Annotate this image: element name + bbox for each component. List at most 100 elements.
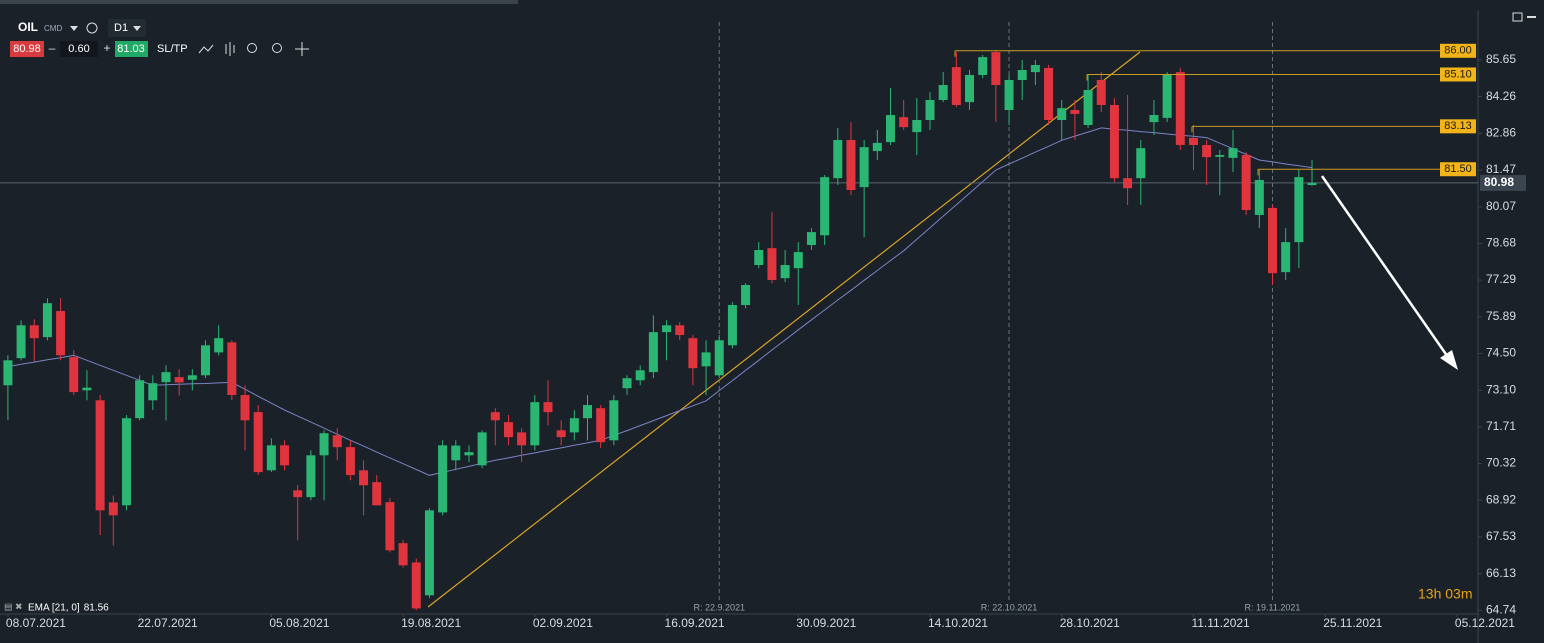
- candle-body: [253, 412, 263, 473]
- candle-body: [899, 117, 909, 128]
- candle-body: [688, 338, 698, 369]
- candle-body: [938, 85, 948, 101]
- candle-body: [29, 325, 39, 339]
- candle-body: [846, 140, 856, 191]
- y-tick-label: 67.53: [1486, 529, 1516, 543]
- candle-body: [1030, 65, 1040, 73]
- level-label: 85.10: [1444, 68, 1472, 80]
- candle-body: [1109, 105, 1119, 179]
- candle-body: [1228, 148, 1238, 158]
- y-tick-label: 81.47: [1486, 162, 1516, 176]
- plot: 85.65 84.26 82.86 81.47 80.07 78.68 77.29 75.89…: [0, 22, 1526, 630]
- candle-body: [69, 357, 79, 393]
- candle-body: [42, 303, 52, 338]
- spread-box: [60, 41, 98, 57]
- candle-body: [912, 120, 922, 133]
- candle-body: [1188, 137, 1198, 146]
- sell-price[interactable]: 80.98: [13, 43, 41, 55]
- x-tick-label: 28.10.2021: [1060, 616, 1120, 630]
- candle-body: [148, 383, 158, 401]
- candle-body: [1149, 115, 1159, 123]
- candle-body: [266, 445, 276, 471]
- y-tick-label: 70.32: [1486, 456, 1516, 470]
- sell-box[interactable]: [10, 41, 44, 57]
- y-tick-label: 82.86: [1486, 126, 1516, 140]
- info-icon[interactable]: [86, 22, 98, 34]
- candle-body: [767, 248, 777, 281]
- candle-body: [385, 502, 395, 551]
- candle-body: [780, 265, 790, 279]
- candle-body: [477, 432, 487, 466]
- candle-body: [293, 490, 303, 498]
- x-tick-label: 05.08.2021: [269, 616, 329, 630]
- report-marker-label: R: 22.9.2021: [693, 602, 745, 612]
- dropdown-icon[interactable]: [133, 26, 141, 31]
- candle-body: [464, 452, 474, 456]
- candle-body: [398, 543, 408, 566]
- spread: 0.60: [68, 43, 89, 55]
- candle-body: [1241, 155, 1251, 211]
- buy-box[interactable]: [115, 41, 148, 57]
- y-tick-label: 78.68: [1486, 236, 1516, 250]
- candle-body: [3, 360, 13, 386]
- plus[interactable]: +: [103, 41, 110, 55]
- crosshair-icon[interactable]: [295, 42, 309, 56]
- sltp[interactable]: SL/TP: [157, 43, 188, 55]
- candle-body: [648, 332, 658, 373]
- minus[interactable]: –: [49, 41, 56, 55]
- arrow-head: [1440, 350, 1458, 370]
- candle-body: [503, 422, 513, 438]
- y-tick-label: 64.74: [1486, 602, 1516, 616]
- trend-line[interactable]: [427, 51, 1141, 608]
- level-box: [1440, 43, 1476, 58]
- level-box: [1440, 67, 1476, 82]
- candle-body: [1162, 75, 1172, 118]
- x-tick-label: 30.09.2021: [796, 616, 856, 630]
- candle-body: [332, 435, 342, 448]
- candle-body: [662, 325, 672, 333]
- candle-body: [754, 250, 764, 266]
- candle-body: [345, 447, 355, 476]
- level-box: [1440, 119, 1476, 134]
- indicator-icons[interactable]: ▤ ✖: [4, 601, 23, 611]
- candle-body: [530, 402, 540, 446]
- buy-price[interactable]: 81.03: [117, 43, 145, 55]
- window-icon[interactable]: [1512, 12, 1523, 22]
- candle-body: [161, 372, 171, 383]
- candle-body: [517, 432, 527, 446]
- candle-body: [859, 147, 869, 188]
- zoom-out-icon[interactable]: [247, 43, 257, 53]
- candle-body: [16, 325, 26, 359]
- candle-body: [424, 510, 434, 596]
- candle-body: [978, 57, 988, 76]
- x-tick-label: 05.12.2021: [1455, 616, 1515, 630]
- candle-tool-icon[interactable]: [225, 42, 235, 56]
- candle-body: [727, 305, 737, 346]
- x-tick-label: 16.09.2021: [665, 616, 725, 630]
- candle-body: [543, 402, 553, 413]
- x-tick-label: 11.11.2021: [1191, 616, 1250, 630]
- x-tick-label: 02.09.2021: [533, 616, 593, 630]
- candle-body: [609, 400, 619, 441]
- candle-body: [306, 455, 316, 498]
- y-tick-label: 74.50: [1486, 346, 1516, 360]
- symbol[interactable]: OIL: [18, 20, 38, 34]
- candle-body: [820, 177, 830, 236]
- x-tick-label: 22.07.2021: [138, 616, 198, 630]
- y-tick-label: 77.29: [1486, 272, 1516, 286]
- line-tool-icon[interactable]: [198, 44, 214, 54]
- candle-body: [56, 311, 66, 356]
- dropdown-icon[interactable]: [70, 26, 78, 31]
- y-tick-label: 80.07: [1486, 199, 1516, 213]
- timeframe-box[interactable]: [108, 19, 146, 37]
- candle-body: [121, 418, 131, 506]
- candle-body: [1268, 207, 1278, 274]
- timeframe[interactable]: D1: [114, 22, 128, 34]
- candle-body: [359, 470, 369, 486]
- y-tick-label: 71.71: [1486, 419, 1516, 433]
- candle-body: [200, 345, 210, 376]
- candle-body: [622, 378, 632, 389]
- x-tick-label: 25.11.2021: [1323, 616, 1382, 630]
- zoom-in-icon[interactable]: [272, 43, 282, 53]
